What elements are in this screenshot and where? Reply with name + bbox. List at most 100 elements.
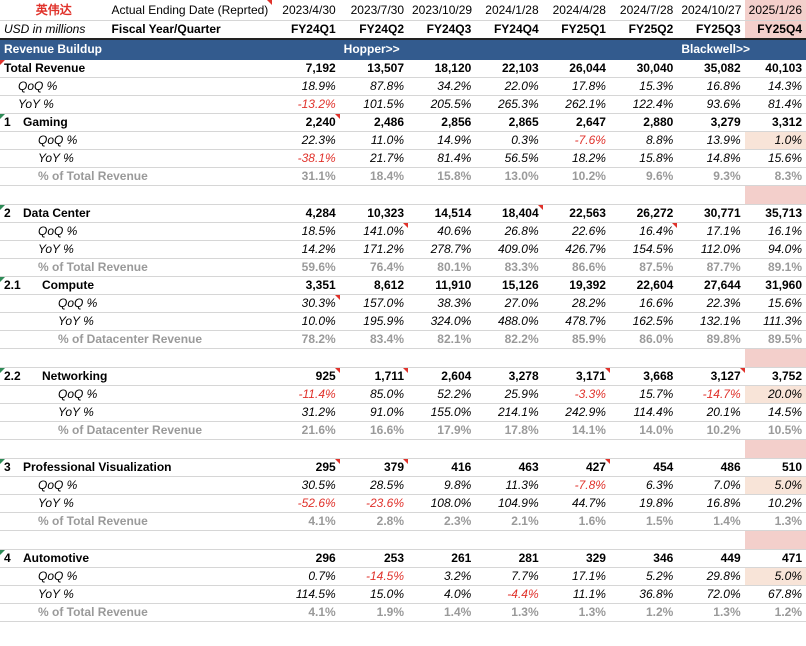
value-cell[interactable]: 20.0%	[744, 385, 806, 404]
value-cell[interactable]: 14,514	[408, 204, 476, 223]
value-cell[interactable]: 329	[542, 549, 610, 568]
quarter-header-2[interactable]: FY24Q2	[339, 20, 408, 40]
value-cell[interactable]: 13,507	[339, 59, 408, 78]
value-cell[interactable]: -14.7%	[677, 385, 745, 404]
value-cell[interactable]: 925	[272, 367, 340, 386]
value-cell[interactable]: 14.3%	[744, 77, 806, 96]
value-cell[interactable]: -4.4%	[475, 585, 543, 604]
value-cell[interactable]: 18.9%	[272, 77, 340, 96]
value-cell[interactable]: 18.2%	[542, 149, 610, 168]
value-cell[interactable]: 15.8%	[609, 149, 678, 168]
empty-cell[interactable]	[107, 348, 273, 368]
value-cell[interactable]: 2,856	[408, 113, 476, 132]
empty-cell[interactable]	[677, 185, 745, 205]
value-cell[interactable]: 76.4%	[339, 258, 408, 277]
empty-cell[interactable]	[408, 348, 476, 368]
row-label-cell[interactable]: 4 Automotive	[0, 549, 273, 568]
value-cell[interactable]: 2.1%	[475, 512, 543, 531]
value-cell[interactable]: 379	[339, 458, 408, 477]
value-cell[interactable]: 30,771	[677, 204, 745, 223]
value-cell[interactable]: 10.2%	[542, 167, 610, 186]
value-cell[interactable]: 78.2%	[272, 330, 340, 349]
value-cell[interactable]: 5.0%	[744, 476, 806, 495]
row-label-cell[interactable]: 2 Data Center	[0, 204, 273, 223]
value-cell[interactable]: 1.3%	[542, 603, 610, 622]
value-cell[interactable]: -11.4%	[272, 385, 340, 404]
empty-cell[interactable]	[475, 439, 543, 459]
quarter-header-3[interactable]: FY24Q3	[408, 20, 476, 40]
value-cell[interactable]: 486	[677, 458, 745, 477]
value-cell[interactable]: 30.3%	[272, 294, 340, 313]
value-cell[interactable]: 278.7%	[408, 240, 476, 259]
value-cell[interactable]: 29.8%	[677, 567, 745, 586]
value-cell[interactable]: 14.8%	[677, 149, 745, 168]
quarter-header-7[interactable]: FY25Q3	[677, 20, 745, 40]
value-cell[interactable]: 253	[339, 549, 408, 568]
value-cell[interactable]: 14.0%	[609, 421, 678, 440]
value-cell[interactable]: 8.8%	[609, 131, 678, 150]
value-cell[interactable]: 2.3%	[408, 512, 476, 531]
value-cell[interactable]: 281	[475, 549, 543, 568]
value-cell[interactable]: 16.6%	[339, 421, 408, 440]
row-label[interactable]: QoQ %	[0, 385, 273, 404]
value-cell[interactable]: 132.1%	[677, 312, 745, 331]
value-cell[interactable]: 25.9%	[475, 385, 543, 404]
date-header-3[interactable]: 2023/10/29	[408, 0, 476, 21]
value-cell[interactable]: 35,082	[677, 59, 745, 78]
value-cell[interactable]: 36.8%	[609, 585, 678, 604]
row-label[interactable]: % of Datacenter Revenue	[0, 330, 273, 349]
value-cell[interactable]: 214.1%	[475, 403, 543, 422]
value-cell[interactable]: 2,486	[339, 113, 408, 132]
value-cell[interactable]: 5.2%	[609, 567, 678, 586]
empty-cell[interactable]	[744, 439, 806, 459]
value-cell[interactable]: 1.0%	[744, 131, 806, 150]
empty-cell[interactable]	[744, 348, 806, 368]
value-cell[interactable]: 10.2%	[744, 494, 806, 513]
value-cell[interactable]: 3,312	[744, 113, 806, 132]
value-cell[interactable]: 409.0%	[475, 240, 543, 259]
value-cell[interactable]: 26,044	[542, 59, 610, 78]
value-cell[interactable]: 18,120	[408, 59, 476, 78]
value-cell[interactable]: 510	[744, 458, 806, 477]
value-cell[interactable]: 86.6%	[542, 258, 610, 277]
value-cell[interactable]: 16.4%	[609, 222, 678, 241]
empty-cell[interactable]	[677, 530, 745, 550]
quarter-header-1[interactable]: FY24Q1	[272, 20, 340, 40]
row-label[interactable]: YoY %	[0, 494, 273, 513]
value-cell[interactable]: 10,323	[339, 204, 408, 223]
value-cell[interactable]: 1.4%	[677, 512, 745, 531]
value-cell[interactable]: 111.3%	[744, 312, 806, 331]
value-cell[interactable]: 18.5%	[272, 222, 340, 241]
row-label-cell[interactable]: 2.2 Networking	[0, 367, 273, 386]
quarter-header-5[interactable]: FY25Q1	[542, 20, 610, 40]
value-cell[interactable]: 3.2%	[408, 567, 476, 586]
value-cell[interactable]: 44.7%	[542, 494, 610, 513]
value-cell[interactable]: 83.4%	[339, 330, 408, 349]
value-cell[interactable]: 30.5%	[272, 476, 340, 495]
hopper-label[interactable]: Hopper>>	[339, 39, 476, 60]
value-cell[interactable]: 2,880	[609, 113, 678, 132]
empty-cell[interactable]	[107, 185, 273, 205]
value-cell[interactable]: 17.1%	[677, 222, 745, 241]
row-label[interactable]: % of Total Revenue	[0, 258, 273, 277]
value-cell[interactable]: 0.3%	[475, 131, 543, 150]
row-label[interactable]: QoQ %	[0, 77, 273, 96]
row-label[interactable]: % of Total Revenue	[0, 512, 273, 531]
empty-cell[interactable]	[339, 348, 408, 368]
value-cell[interactable]: 15.0%	[339, 585, 408, 604]
value-cell[interactable]: 1.4%	[408, 603, 476, 622]
value-cell[interactable]: 141.0%	[339, 222, 408, 241]
value-cell[interactable]: 17.1%	[542, 567, 610, 586]
value-cell[interactable]: 2,647	[542, 113, 610, 132]
value-cell[interactable]: 16.8%	[677, 77, 745, 96]
row-label[interactable]: QoQ %	[0, 131, 273, 150]
value-cell[interactable]: 3,171	[542, 367, 610, 386]
empty-cell[interactable]	[542, 439, 610, 459]
value-cell[interactable]: 28.5%	[339, 476, 408, 495]
value-cell[interactable]: 21.7%	[339, 149, 408, 168]
row-label[interactable]: YoY %	[0, 149, 273, 168]
value-cell[interactable]: 471	[744, 549, 806, 568]
value-cell[interactable]: 22,563	[542, 204, 610, 223]
value-cell[interactable]: 87.5%	[609, 258, 678, 277]
value-cell[interactable]: 478.7%	[542, 312, 610, 331]
